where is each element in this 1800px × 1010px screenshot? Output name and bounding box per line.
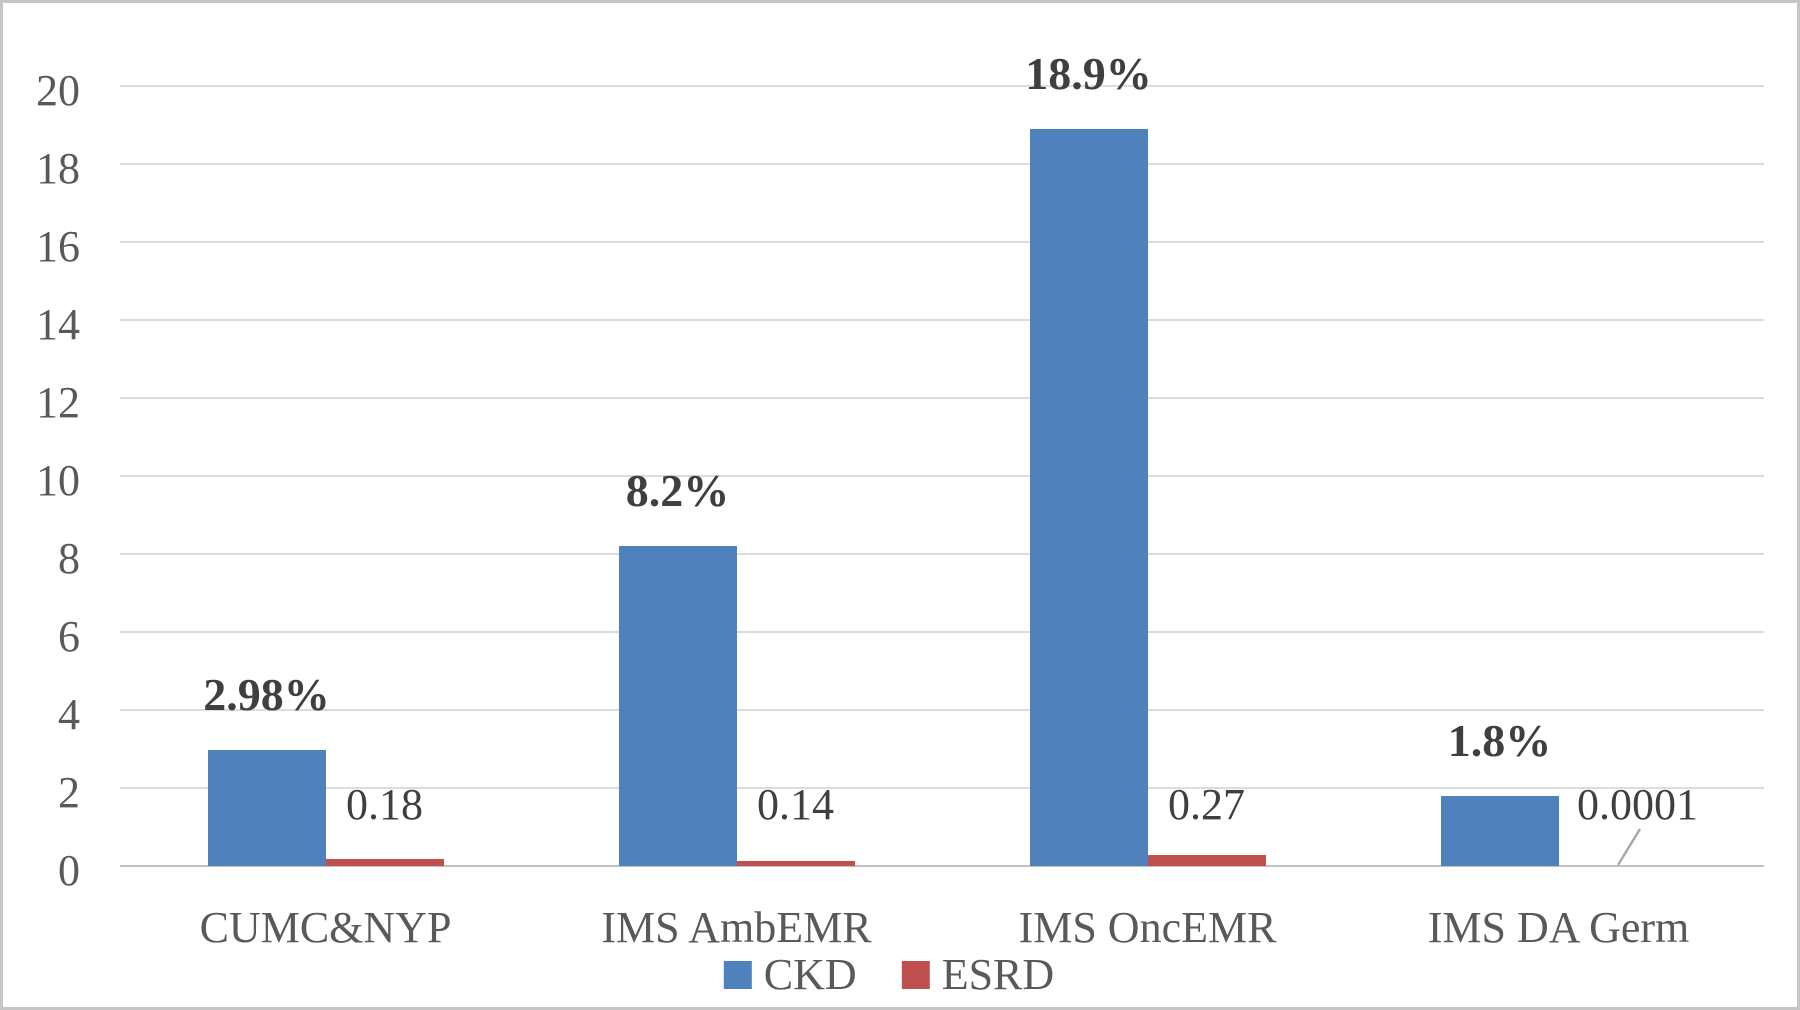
- legend-swatch-ckd: [723, 961, 752, 989]
- data-label-ckd: 8.2%: [625, 465, 730, 516]
- data-label-ckd: 2.98%: [203, 669, 330, 720]
- gridline: [120, 85, 1764, 87]
- legend-swatch-esrd: [901, 961, 930, 989]
- bar-esrd: [325, 859, 444, 866]
- x-axis-category-label: IMS OncEMR: [1018, 903, 1277, 952]
- gridline: [120, 553, 1764, 555]
- data-label-ckd: 1.8%: [1447, 715, 1552, 766]
- x-axis-category-label: IMS DA Germ: [1427, 903, 1690, 952]
- y-axis-tick-label: 16: [36, 222, 80, 271]
- y-axis-tick-label: 6: [58, 612, 80, 661]
- bar-ckd: [1029, 129, 1148, 866]
- gridline: [120, 631, 1764, 633]
- data-label-esrd: 0.0001: [1577, 780, 1698, 829]
- data-label-esrd: 0.18: [346, 780, 423, 829]
- gridline: [120, 709, 1764, 711]
- gridline: [120, 397, 1764, 399]
- gridline: [120, 163, 1764, 165]
- legend-item-esrd: ESRD: [901, 950, 1055, 999]
- data-label-esrd: 0.27: [1168, 780, 1245, 829]
- bar-esrd: [736, 861, 855, 866]
- bar-ckd: [1440, 796, 1559, 866]
- gridline: [120, 241, 1764, 243]
- y-axis-tick-label: 2: [58, 768, 80, 817]
- bar-esrd: [1147, 855, 1266, 866]
- y-axis-tick-label: 10: [36, 456, 80, 505]
- legend: CKD ESRD: [723, 950, 1055, 999]
- x-axis-category-label: CUMC&NYP: [199, 903, 452, 952]
- y-axis-tick-label: 18: [36, 144, 80, 193]
- y-axis-tick-label: 8: [58, 534, 80, 583]
- gridline: [120, 787, 1764, 789]
- bar-ckd: [207, 750, 326, 866]
- legend-label: CKD: [763, 950, 857, 999]
- x-axis-line: [120, 865, 1764, 867]
- y-axis-tick-label: 0: [58, 846, 80, 895]
- bar-ckd: [618, 546, 737, 866]
- x-axis-category-label: IMS AmbEMR: [601, 903, 872, 952]
- legend-item-ckd: CKD: [723, 950, 857, 999]
- y-axis-tick-label: 20: [36, 66, 80, 115]
- y-axis-tick-label: 12: [36, 378, 80, 427]
- data-label-ckd: 18.9%: [1025, 48, 1152, 99]
- bar-chart: 0 2 4 6 8 10 12 14 16 18 20 CUMC&NYP 2.98% 0.18 IMS Am…: [3, 3, 1797, 1007]
- y-axis-tick-label: 4: [58, 690, 80, 739]
- gridline: [120, 475, 1764, 477]
- y-axis-tick-label: 14: [36, 300, 80, 349]
- data-label-esrd: 0.14: [757, 780, 834, 829]
- gridline: [120, 319, 1764, 321]
- legend-label: ESRD: [941, 950, 1055, 999]
